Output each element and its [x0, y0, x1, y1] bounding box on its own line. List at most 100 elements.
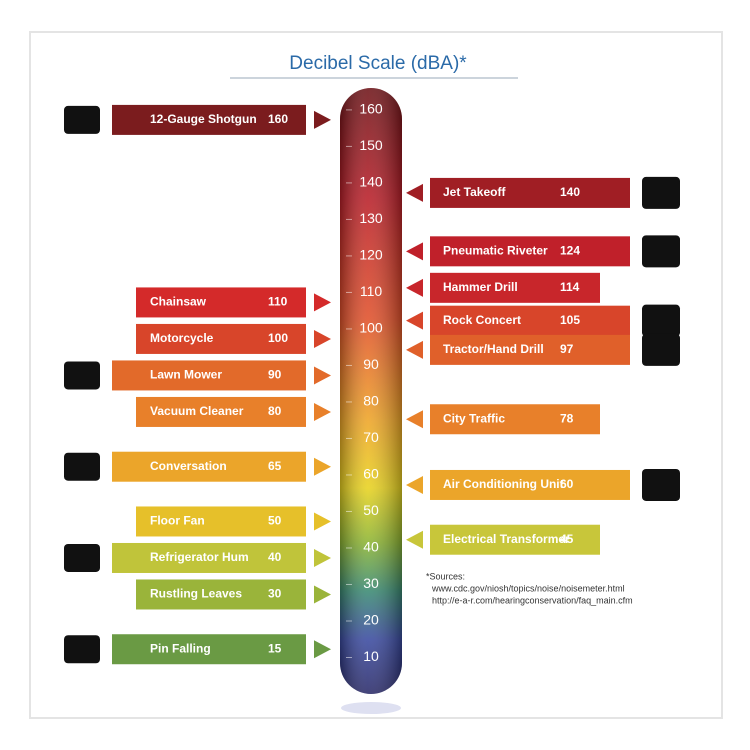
y-tick-label: 80 — [363, 393, 379, 409]
item-value: 97 — [560, 342, 574, 356]
item-value: 160 — [268, 112, 288, 126]
y-tick-label: 40 — [363, 539, 379, 555]
chart-title: Decibel Scale (dBA)* — [289, 53, 467, 74]
item-icon — [64, 543, 100, 572]
item-arrow — [406, 183, 423, 202]
item-banner — [136, 579, 306, 610]
item-banner — [136, 506, 306, 537]
item-banner — [430, 469, 630, 500]
item-arrow — [314, 640, 331, 659]
item-banner — [430, 334, 630, 365]
item-value: 30 — [268, 587, 282, 601]
item-banner — [430, 272, 600, 303]
source-line: http://e-a-r.com/hearingconservation/faq… — [432, 595, 633, 605]
y-tick-label: 70 — [363, 429, 379, 445]
item-icon — [64, 452, 100, 481]
item-value: 78 — [560, 411, 574, 425]
item-label: Tractor/Hand Drill — [443, 342, 544, 356]
y-tick-label: 20 — [363, 612, 379, 628]
item-arrow — [314, 585, 331, 604]
item-banner — [136, 287, 306, 318]
item-value: 105 — [560, 313, 580, 327]
item-arrow — [314, 110, 331, 129]
source-line: www.cdc.gov/niosh/topics/noise/noisemete… — [431, 583, 625, 593]
item-banner — [112, 104, 306, 135]
item-label: Floor Fan — [150, 514, 205, 528]
item-value: 40 — [268, 550, 282, 564]
item-banner — [112, 360, 306, 391]
item-value: 60 — [560, 477, 574, 491]
item-arrow — [406, 242, 423, 261]
y-tick-label: 10 — [363, 648, 379, 664]
item-arrow — [314, 548, 331, 567]
item-label: Chainsaw — [150, 295, 207, 309]
y-tick-label: 130 — [359, 210, 383, 226]
item-label: 12-Gauge Shotgun — [150, 112, 257, 126]
item-banner — [112, 451, 306, 482]
item-arrow — [406, 340, 423, 359]
item-banner — [112, 542, 306, 573]
item-arrow — [406, 311, 423, 330]
item-value: 140 — [560, 185, 580, 199]
item-banner — [430, 236, 630, 267]
item-banner — [112, 634, 306, 665]
item-value: 100 — [268, 331, 288, 345]
item-value: 124 — [560, 243, 580, 257]
sources: *Sources: www.cdc.gov/niosh/topics/noise… — [426, 571, 633, 605]
item-value: 110 — [268, 295, 288, 309]
item-label: Air Conditioning Unit — [443, 477, 564, 491]
item-arrow — [314, 402, 331, 421]
item-label: Vacuum Cleaner — [150, 404, 244, 418]
tube-reflection — [341, 702, 401, 714]
item-icon — [64, 635, 100, 664]
item-arrow — [406, 530, 423, 549]
item-arrow — [406, 475, 423, 494]
item-label: Refrigerator Hum — [150, 550, 249, 564]
item-banner — [430, 177, 630, 208]
item-label: Pneumatic Riveter — [443, 243, 548, 257]
item-label: Hammer Drill — [443, 280, 518, 294]
y-tick-label: 30 — [363, 575, 379, 591]
item-label: Rustling Leaves — [150, 587, 242, 601]
item-label: Jet Takeoff — [443, 185, 506, 199]
y-tick-label: 140 — [359, 174, 383, 190]
y-tick-label: 120 — [359, 247, 383, 263]
item-banner — [136, 396, 306, 427]
item-value: 90 — [268, 368, 282, 382]
item-value: 15 — [268, 641, 282, 655]
item-icon — [642, 304, 680, 337]
y-tick-label: 50 — [363, 502, 379, 518]
item-arrow — [314, 457, 331, 476]
item-icon — [642, 468, 680, 501]
item-banner — [430, 305, 630, 336]
item-banner — [136, 323, 306, 354]
tube-shine — [340, 88, 402, 694]
item-label: Pin Falling — [150, 641, 211, 655]
item-value: 65 — [268, 459, 282, 473]
item-icon — [64, 361, 100, 390]
y-tick-label: 160 — [359, 101, 383, 117]
item-icon — [642, 333, 680, 366]
item-value: 114 — [560, 280, 580, 294]
item-label: Motorcycle — [150, 331, 214, 345]
y-tick-label: 100 — [359, 320, 383, 336]
item-banner — [430, 524, 600, 555]
item-value: 45 — [560, 532, 574, 546]
item-icon — [642, 235, 680, 268]
item-banner — [430, 404, 600, 435]
y-tick-label: 110 — [360, 283, 383, 299]
item-label: Conversation — [150, 459, 227, 473]
item-arrow — [406, 278, 423, 297]
item-label: Electrical Transformer — [443, 532, 570, 546]
item-arrow — [314, 366, 331, 385]
y-tick-label: 60 — [363, 466, 379, 482]
y-tick-label: 90 — [363, 356, 379, 372]
item-arrow — [406, 410, 423, 429]
item-arrow — [314, 293, 331, 312]
source-line: *Sources: — [426, 571, 465, 581]
item-value: 80 — [268, 404, 282, 418]
item-label: Lawn Mower — [150, 368, 222, 382]
item-arrow — [314, 329, 331, 348]
